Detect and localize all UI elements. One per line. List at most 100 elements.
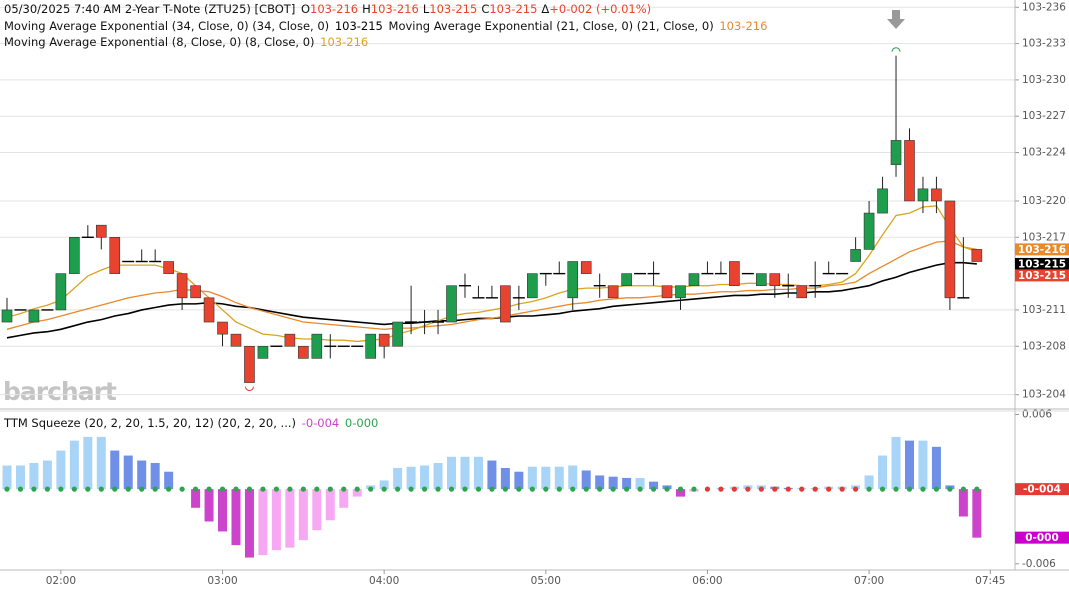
- indicator-title: TTM Squeeze (20, 2, 20, 1.5, 20, 12) (20…: [4, 416, 297, 430]
- squeeze-dot: [866, 486, 872, 492]
- candle-body: [500, 285, 511, 323]
- value-box-label: 103-215: [1018, 270, 1066, 282]
- candle-body: [230, 333, 242, 347]
- histogram-bar: [150, 463, 160, 490]
- histogram-bar: [554, 466, 564, 490]
- candle-body: [580, 261, 592, 274]
- candle-body: [95, 224, 107, 238]
- legend-value: -0-004: [301, 416, 340, 430]
- candle-body: [769, 273, 781, 287]
- squeeze-dot: [246, 486, 253, 492]
- histogram-bar: [164, 471, 174, 490]
- squeeze-dot: [879, 486, 886, 492]
- histogram-bar: [137, 460, 147, 490]
- histogram-bar: [541, 466, 551, 490]
- squeeze-dot: [435, 486, 441, 492]
- quote: O103-216 H103-216 L103-215 C103-215 Δ+0-002 …: [301, 2, 655, 16]
- squeeze-dot: [31, 486, 37, 492]
- histogram-bar: [15, 465, 25, 490]
- squeeze-dot: [556, 486, 562, 492]
- candle-body: [850, 249, 861, 262]
- squeeze-dot: [731, 486, 737, 492]
- squeeze-dot: [152, 486, 158, 492]
- candle-body: [527, 273, 538, 299]
- value-box-label: -0-004: [1023, 484, 1061, 496]
- candle-body: [446, 285, 457, 323]
- histogram-bar: [56, 450, 66, 490]
- squeeze-dot: [933, 486, 940, 492]
- quote-value: 103-216: [310, 2, 359, 16]
- legend-value: 103-216: [320, 35, 369, 49]
- histogram-bar: [96, 436, 106, 490]
- squeeze-dot: [395, 486, 401, 492]
- squeeze-dot: [341, 486, 347, 492]
- squeeze-dot: [85, 486, 91, 492]
- squeeze-dot: [570, 486, 576, 492]
- histogram-bar: [514, 471, 524, 490]
- squeeze-dot: [327, 486, 333, 492]
- candle-body: [729, 261, 740, 287]
- squeeze-dot: [597, 486, 603, 492]
- candle-body: [365, 333, 376, 359]
- candle-body: [190, 285, 201, 299]
- squeeze-dot: [192, 486, 199, 492]
- quote-value: 103-216: [370, 2, 419, 16]
- histogram-bar: [2, 465, 12, 490]
- candle-body: [917, 188, 929, 202]
- candle-body: [28, 309, 40, 323]
- squeeze-dot: [139, 486, 145, 492]
- squeeze-dot: [650, 486, 657, 492]
- histogram-bar: [258, 489, 268, 556]
- squeeze-dot: [354, 486, 360, 492]
- y-tick-label: 103-227: [1022, 110, 1066, 122]
- squeeze-dot: [745, 486, 751, 492]
- histogram-bar: [42, 460, 52, 490]
- candle-body: [796, 285, 808, 299]
- squeeze-dot: [906, 486, 913, 492]
- squeeze-dot: [71, 486, 77, 492]
- legend-entry: Moving Average Exponential (34, Close, 0…: [4, 18, 330, 33]
- y-tick-label: 103-236: [1022, 1, 1066, 13]
- candle-body: [1, 309, 13, 323]
- candle-body: [69, 236, 80, 274]
- histogram-bar: [500, 467, 510, 490]
- histogram-bar: [622, 477, 632, 490]
- candle-body: [378, 333, 390, 347]
- squeeze-dot: [812, 486, 818, 492]
- histogram-bar: [568, 465, 578, 490]
- squeeze-dot: [893, 486, 899, 492]
- squeeze-dot: [799, 486, 805, 492]
- value-box: [1015, 257, 1069, 270]
- y-tick-label: 103-233: [1022, 38, 1066, 50]
- histogram-bar: [123, 455, 133, 490]
- quote-label: Δ: [541, 2, 550, 16]
- chart-title: 05/30/2025 7:40 AM 2-Year T-Note (ZTU25)…: [4, 2, 296, 16]
- y-tick-label: 103-208: [1022, 340, 1066, 352]
- x-tick-label: 07:00: [854, 575, 884, 587]
- quote-label: H: [362, 2, 371, 16]
- squeeze-dot: [58, 486, 64, 492]
- quote-line: 05/30/2025 7:40 AM 2-Year T-Note (ZTU25)…: [4, 1, 769, 18]
- legend-value: 103-216: [719, 18, 768, 33]
- histogram-bar: [649, 481, 659, 490]
- squeeze-dot: [219, 486, 226, 492]
- histogram-bar: [325, 489, 335, 521]
- histogram-bar: [69, 440, 79, 490]
- histogram-bar: [608, 476, 618, 490]
- candle-body: [217, 321, 228, 335]
- candle-body: [311, 333, 323, 359]
- histogram-bar: [972, 489, 982, 538]
- squeeze-dot: [179, 486, 185, 492]
- value-box: [1015, 483, 1069, 496]
- histogram-bar: [271, 489, 281, 551]
- histogram-bar: [298, 489, 308, 541]
- squeeze-dot: [475, 486, 482, 492]
- histogram-bar: [352, 489, 362, 497]
- candle-body: [607, 285, 619, 299]
- squeeze-dot: [920, 486, 926, 492]
- squeeze-dot: [112, 486, 118, 492]
- histogram-bar: [676, 489, 685, 497]
- squeeze-dot: [462, 486, 468, 492]
- squeeze-dot: [853, 486, 859, 492]
